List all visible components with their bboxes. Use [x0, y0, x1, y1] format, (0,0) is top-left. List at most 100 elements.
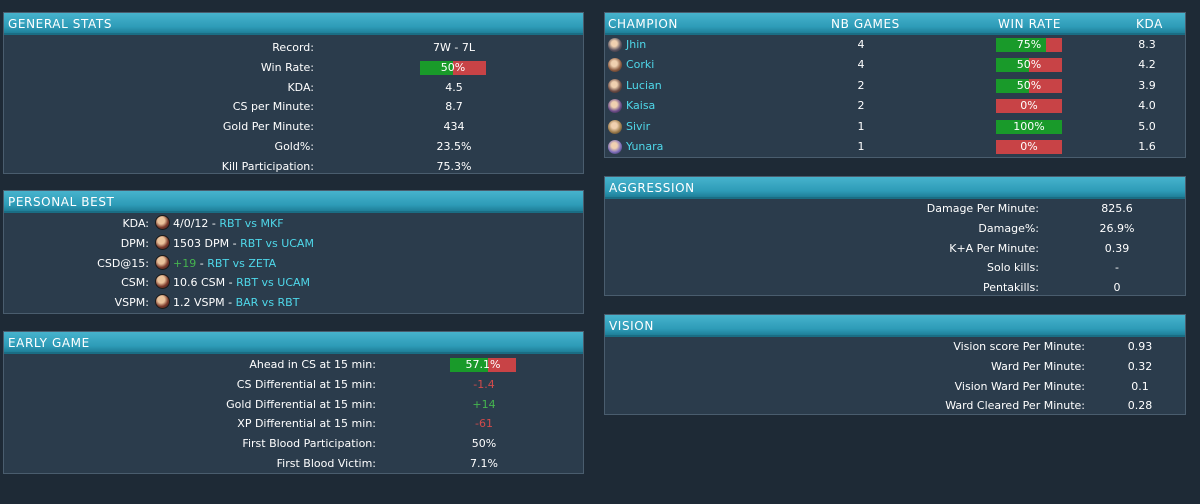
eg-value: +14: [472, 397, 496, 411]
champion-winrate-fill: [996, 78, 1029, 93]
champion-portrait-icon: [155, 294, 170, 310]
pb-row-vspm: VSPM: 1.2 VSPM - BAR vs RBT: [4, 293, 583, 313]
champion-name-link[interactable]: Sivir: [626, 119, 651, 133]
champion-name-link[interactable]: Yunara: [626, 139, 664, 153]
vi-value: 0.32: [1127, 359, 1153, 373]
pb-stat: 10.6 CSM: [173, 276, 226, 290]
col-header-games: NB GAMES: [831, 17, 900, 31]
champion-winrate-value: 50%: [1016, 58, 1042, 72]
eg-value: -1.4: [473, 377, 495, 391]
champion-row: Kaisa 2 0% 4.0: [605, 96, 1185, 116]
eg-row-gold-diff: Gold Differential at 15 min: +14: [4, 395, 583, 415]
stat-label: KDA:: [287, 80, 314, 94]
pb-separator: -: [229, 236, 241, 250]
eg-value: 50%: [471, 437, 497, 451]
general-stats-title: GENERAL STATS: [4, 13, 583, 35]
champion-winrate-bar: 50%: [996, 78, 1062, 93]
pb-match-link[interactable]: RBT vs MKF: [219, 217, 284, 230]
pb-stat: +19: [173, 256, 197, 270]
vi-value: 0.1: [1131, 379, 1149, 393]
vi-row-ward-cleared: Ward Cleared Per Minute: 0.28: [605, 396, 1185, 416]
pb-row-csd15: CSD@15: +19 - RBT vs ZETA: [4, 254, 583, 274]
stat-label: Record:: [272, 41, 314, 54]
champion-kda: 1.6: [1138, 139, 1156, 153]
champion-portrait-icon: [608, 119, 622, 134]
champion-name-link[interactable]: Kaisa: [626, 99, 656, 113]
champion-kda: 5.0: [1138, 119, 1156, 133]
champion-winrate-value: 75%: [1016, 38, 1042, 51]
ag-row-dpm: Damage Per Minute: 825.6: [605, 199, 1185, 219]
winrate-bar-value: 50%: [440, 60, 466, 74]
vi-row-vision-score: Vision score Per Minute: 0.93: [605, 337, 1185, 357]
champion-winrate-fill: [996, 58, 1029, 73]
col-header-winrate: WIN RATE: [998, 17, 1062, 31]
winrate-bar-fill: [420, 60, 453, 75]
ag-row-damage-share: Damage%: 26.9%: [605, 219, 1185, 239]
aggression-rows: Damage Per Minute: 825.6 Damage%: 26.9% …: [605, 199, 1185, 298]
pb-match-link[interactable]: RBT vs UCAM: [240, 236, 314, 250]
stat-row-winrate: Win Rate: 50%: [4, 58, 583, 78]
ag-row-ka-per-minute: K+A Per Minute: 0.39: [605, 239, 1185, 259]
champion-winrate-fill: [996, 119, 1062, 134]
champion-games: 1: [857, 139, 865, 153]
eg-row-fb-victim: First Blood Victim: 7.1%: [4, 454, 583, 474]
champion-winrate-bar: 100%: [996, 119, 1062, 134]
champion-winrate-bar: 50%: [996, 58, 1062, 73]
col-header-kda: KDA: [1136, 17, 1163, 31]
champion-row: Sivir 1 100% 5.0: [605, 117, 1185, 137]
personal-best-panel: PERSONAL BEST KDA: 4/0/12 - RBT vs MKF D…: [3, 190, 584, 314]
pb-match-link[interactable]: RBT vs ZETA: [207, 256, 277, 270]
vi-value: 0.28: [1127, 399, 1153, 413]
ahead-cs-bar: 57.1%: [450, 358, 516, 372]
ag-label: Pentakills:: [982, 281, 1039, 295]
champion-portrait-icon: [155, 274, 170, 290]
champion-table: CHAMPION NB GAMES WIN RATE KDA Jhin 4 75% 8…: [604, 12, 1186, 158]
eg-row-cs-diff: CS Differential at 15 min: -1.4: [4, 375, 583, 395]
pb-stat: 4/0/12: [173, 217, 209, 230]
champion-kda: 3.9: [1138, 78, 1156, 92]
eg-label: CS Differential at 15 min:: [236, 377, 376, 391]
pb-match-link[interactable]: BAR vs RBT: [235, 296, 300, 310]
ahead-cs-bar-fill: [450, 358, 488, 372]
champion-winrate-value: 0%: [1020, 99, 1038, 113]
aggression-panel: AGGRESSION Damage Per Minute: 825.6 Dama…: [604, 176, 1186, 296]
champion-name-link[interactable]: Jhin: [626, 38, 647, 51]
vi-label: Ward Cleared Per Minute:: [945, 399, 1085, 413]
stat-label: CS per Minute:: [232, 100, 314, 114]
pb-label: VSPM:: [114, 296, 149, 310]
champion-table-body: Jhin 4 75% 8.3 Corki 4 50% 4.2 Lucian 2 50% 3.9 Kais…: [605, 35, 1185, 157]
champion-row: Corki 4 50% 4.2: [605, 55, 1185, 75]
champion-games: 2: [857, 99, 865, 113]
ag-label: Damage Per Minute:: [926, 202, 1039, 215]
stat-label: Gold Per Minute:: [222, 120, 314, 134]
stat-row-gold-per-minute: Gold Per Minute: 434: [4, 117, 583, 137]
stat-value: 7W - 7L: [433, 41, 475, 54]
pb-separator: -: [224, 296, 236, 310]
champion-winrate-bar: 75%: [996, 38, 1062, 52]
pb-match-link[interactable]: RBT vs UCAM: [236, 276, 311, 290]
ag-value: 26.9%: [1099, 221, 1135, 235]
personal-best-rows: KDA: 4/0/12 - RBT vs MKF DPM: 1503 DPM -…: [4, 213, 583, 313]
vision-panel: VISION Vision score Per Minute: 0.93 War…: [604, 314, 1186, 415]
vi-row-ward: Ward Per Minute: 0.32: [605, 357, 1185, 377]
eg-value: -61: [475, 417, 493, 431]
aggression-title: AGGRESSION: [605, 177, 1185, 199]
champion-name-link[interactable]: Lucian: [626, 78, 662, 92]
early-game-rows: Ahead in CS at 15 min: 57.1% CS Differen…: [4, 354, 583, 474]
ag-label: Damage%:: [978, 221, 1039, 235]
pb-label: CSM:: [121, 276, 149, 290]
ahead-cs-bar-value: 57.1%: [465, 358, 501, 371]
pb-stat: 1503 DPM: [173, 236, 230, 250]
winrate-bar: 50%: [420, 60, 486, 75]
stat-label: Win Rate:: [260, 60, 314, 74]
early-game-panel: EARLY GAME Ahead in CS at 15 min: 57.1% …: [3, 331, 584, 474]
champion-games: 1: [857, 119, 865, 133]
ag-label: Solo kills:: [987, 261, 1039, 275]
eg-row-fb-participation: First Blood Participation: 50%: [4, 434, 583, 454]
ag-label: K+A Per Minute:: [949, 241, 1039, 255]
champion-name-link[interactable]: Corki: [626, 58, 655, 72]
champion-portrait-icon: [608, 99, 622, 114]
eg-row-ahead-cs: Ahead in CS at 15 min: 57.1%: [4, 355, 583, 375]
champion-kda: 4.2: [1138, 58, 1156, 72]
vi-value: 0.93: [1127, 340, 1153, 353]
